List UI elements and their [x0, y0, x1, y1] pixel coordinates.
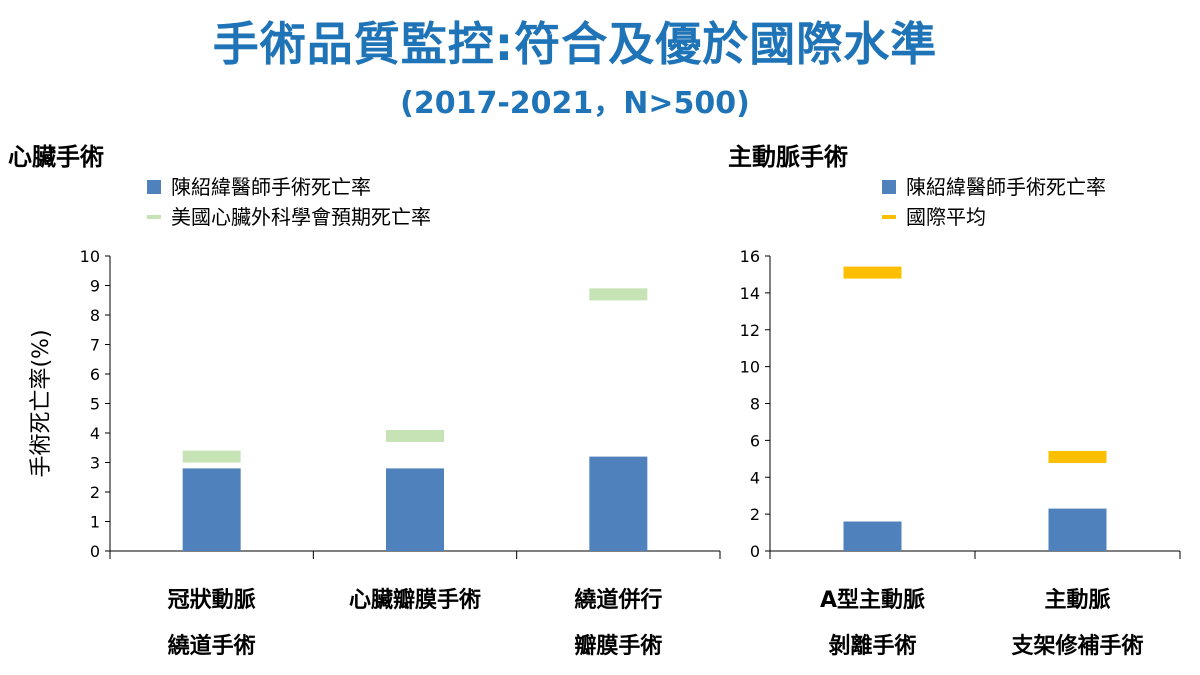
category-label-line1: 主動脈: [1044, 588, 1111, 613]
legend-dash-swatch: [882, 215, 896, 219]
expected-marker: [843, 266, 902, 279]
category-label: A型主動脈剝離手術: [770, 578, 975, 670]
aortic-legend-item-bar: 陳紹緯醫師手術死亡率: [882, 172, 1106, 202]
aortic-legend-label-bar: 陳紹緯醫師手術死亡率: [906, 175, 1106, 199]
legend-square-swatch: [147, 180, 161, 194]
y-tick-label: 4: [750, 468, 760, 487]
expected-marker: [182, 450, 241, 463]
page-title: 手術品質監控:符合及優於國際水準: [212, 17, 938, 71]
bar: [843, 521, 902, 551]
cardiac-panel-title: 心臟手術: [8, 143, 104, 171]
y-tick-label: 2: [750, 505, 760, 524]
aortic-panel-title: 主動脈手術: [728, 143, 848, 171]
y-tick-label: 16: [740, 247, 760, 266]
y-tick-label: 6: [750, 431, 760, 450]
y-tick-label: 9: [90, 277, 100, 296]
category-label-line1: 心臟瓣膜手術: [348, 588, 481, 613]
bar: [386, 468, 444, 551]
category-label-line1: A型主動脈: [819, 588, 926, 613]
cardiac-legend-label-sts: 美國心臟外科學會預期死亡率: [171, 205, 431, 229]
aortic-legend-label-intl: 國際平均: [906, 205, 986, 229]
y-tick-label: 8: [750, 395, 760, 414]
category-label-line2: 瓣膜手術: [574, 634, 663, 659]
bar: [1048, 508, 1107, 551]
y-tick-label: 6: [90, 365, 100, 384]
y-tick-label: 5: [90, 395, 100, 414]
bar: [182, 468, 241, 551]
category-label: 繞道併行 瓣膜手術: [517, 578, 720, 670]
y-tick-label: 0: [90, 542, 100, 561]
legend-dash-swatch: [147, 215, 161, 219]
category-label: 主動脈 支架修補手術: [975, 578, 1180, 670]
page-subtitle: (2017-2021，N>500): [400, 86, 750, 121]
aortic-legend: 陳紹緯醫師手術死亡率 國際平均: [882, 172, 1106, 232]
cardiac-legend-item-bar: 陳紹緯醫師手術死亡率: [147, 172, 431, 202]
cardiac-legend-item-sts: 美國心臟外科學會預期死亡率: [147, 202, 431, 232]
category-label-line2: 繞道手術: [167, 634, 256, 659]
category-label: 心臟瓣膜手術: [313, 578, 516, 624]
y-axis-label: 手術死亡率(%): [29, 329, 54, 477]
y-tick-label: 10: [740, 358, 760, 377]
category-label-line2: 剝離手術: [828, 634, 917, 659]
y-tick-label: 8: [90, 306, 100, 325]
y-tick-label: 4: [90, 424, 100, 443]
expected-marker: [386, 429, 444, 442]
category-label-line1: 冠狀動脈: [167, 588, 256, 613]
y-tick-label: 10: [80, 247, 100, 266]
y-tick-label: 0: [750, 542, 760, 561]
expected-marker: [1048, 450, 1107, 463]
category-label-line2: 支架修補手術: [1011, 634, 1144, 659]
y-tick-label: 14: [740, 284, 760, 303]
cardiac-legend: 陳紹緯醫師手術死亡率 美國心臟外科學會預期死亡率: [147, 172, 431, 232]
category-label-line1: 繞道併行: [574, 588, 663, 613]
y-tick-label: 1: [90, 513, 100, 532]
y-tick-label: 7: [90, 336, 100, 355]
y-tick-label: 3: [90, 454, 100, 473]
y-tick-label: 2: [90, 483, 100, 502]
aortic-legend-item-intl: 國際平均: [882, 202, 1106, 232]
category-label: 冠狀動脈 繞道手術: [110, 578, 313, 670]
bar: [589, 456, 648, 551]
legend-square-swatch: [882, 180, 896, 194]
y-tick-label: 12: [740, 321, 760, 340]
cardiac-legend-label-bar: 陳紹緯醫師手術死亡率: [171, 175, 371, 199]
expected-marker: [589, 288, 648, 301]
